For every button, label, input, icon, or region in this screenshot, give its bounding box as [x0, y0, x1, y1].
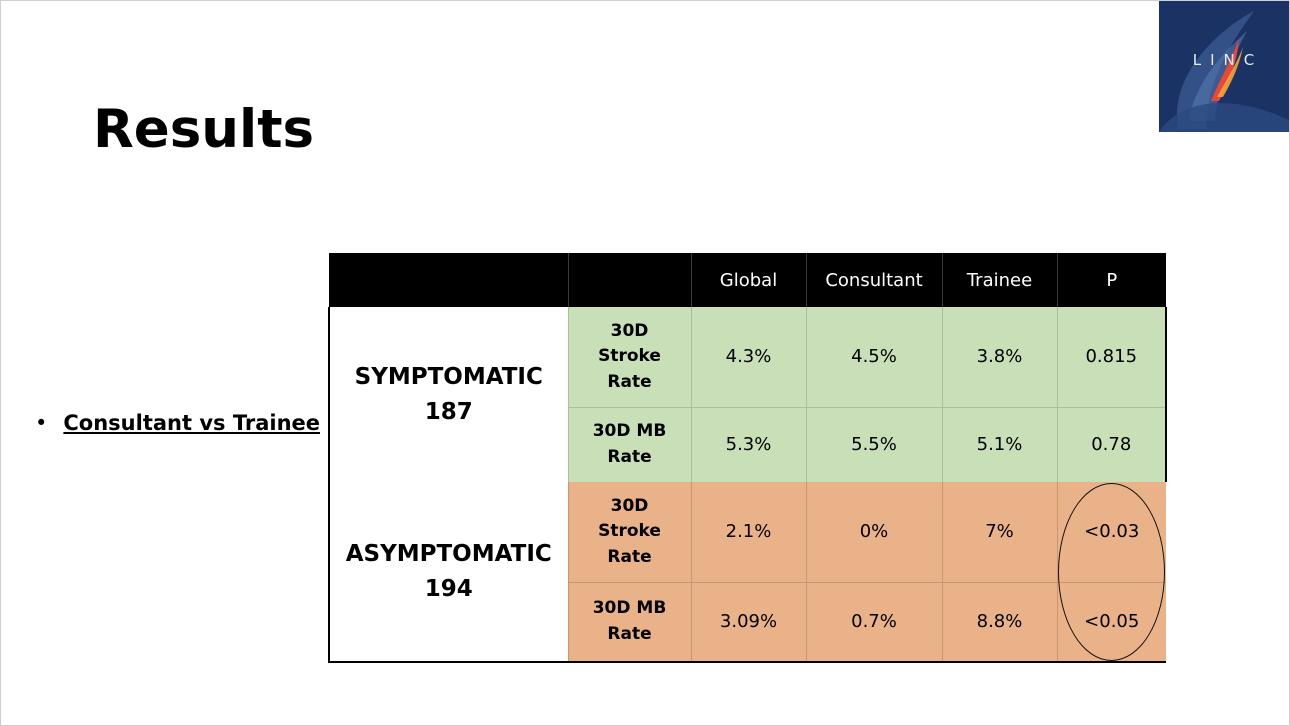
- group-name: ASYMPTOMATIC: [345, 541, 552, 567]
- metric-cell: 30D Stroke Rate: [567, 307, 691, 408]
- group-label-symptomatic: SYMPTOMATIC 187: [328, 307, 568, 482]
- bullet-dot-icon: •: [35, 411, 48, 435]
- table-row: SYMPTOMATIC 187 30D Stroke Rate 4.3% 4.5…: [328, 307, 1167, 482]
- metric-cell: 30D Stroke Rate: [567, 482, 691, 583]
- group-count: 187: [424, 398, 473, 425]
- bullet-text: Consultant vs Trainee: [63, 411, 321, 435]
- value-trainee: 5.1%: [941, 407, 1057, 482]
- value-global: 3.09%: [690, 582, 806, 663]
- value-consultant: 5.5%: [805, 407, 942, 482]
- value-p: <0.05: [1056, 582, 1166, 663]
- metric-line: Rate: [607, 623, 652, 644]
- group-count: 194: [424, 575, 473, 602]
- value-consultant: 0.7%: [805, 582, 942, 663]
- metric-line: 30D MB: [592, 421, 667, 442]
- value-p: <0.03: [1056, 482, 1166, 583]
- bullet-item: • Consultant vs Trainee: [35, 411, 320, 435]
- header-consultant: Consultant: [805, 253, 942, 307]
- header-group-cell: [329, 253, 568, 307]
- metric-line: Rate: [607, 446, 652, 467]
- metric-cell: 30D MB Rate: [567, 582, 691, 663]
- value-consultant: 4.5%: [805, 307, 942, 408]
- value-p: 0.78: [1056, 407, 1167, 482]
- table-header-row: Global Consultant Trainee P: [329, 253, 1166, 307]
- header-metric-cell: [567, 253, 691, 307]
- header-global: Global: [690, 253, 806, 307]
- metric-line: 30D MB: [592, 598, 667, 619]
- logo-text: LINC: [1192, 51, 1264, 69]
- metric-line: Stroke: [598, 346, 661, 366]
- value-consultant: 0%: [805, 482, 942, 583]
- metric-line: Rate: [607, 546, 652, 567]
- value-p: 0.815: [1056, 307, 1167, 408]
- value-trainee: 3.8%: [941, 307, 1057, 408]
- group-label-asymptomatic: ASYMPTOMATIC 194: [328, 482, 568, 663]
- metric-line: 30D: [610, 320, 649, 341]
- value-global: 5.3%: [690, 407, 806, 482]
- metric-line: Stroke: [598, 521, 661, 541]
- metric-line: Rate: [607, 371, 652, 392]
- value-trainee: 8.8%: [941, 582, 1057, 663]
- header-trainee: Trainee: [941, 253, 1057, 307]
- linc-logo: LINC: [1159, 1, 1289, 132]
- table-row: 30D MB Rate 5.3% 5.5% 5.1% 0.78: [329, 407, 1167, 482]
- metric-cell: 30D MB Rate: [567, 407, 691, 482]
- table-row: ASYMPTOMATIC 194 30D Stroke Rate 2.1% 0%…: [328, 482, 1166, 663]
- metric-line: 30D: [610, 495, 649, 516]
- value-global: 2.1%: [690, 482, 806, 583]
- value-trainee: 7%: [941, 482, 1057, 583]
- logo-swoosh-icon: [1159, 11, 1289, 132]
- table-row: 30D MB Rate 3.09% 0.7% 8.8% <0.05: [329, 582, 1166, 663]
- slide-title: Results: [93, 99, 315, 160]
- group-name: SYMPTOMATIC: [354, 364, 543, 390]
- value-global: 4.3%: [690, 307, 806, 408]
- results-table: Global Consultant Trainee P SYMPTOMATIC …: [328, 253, 1167, 663]
- header-p: P: [1056, 253, 1166, 307]
